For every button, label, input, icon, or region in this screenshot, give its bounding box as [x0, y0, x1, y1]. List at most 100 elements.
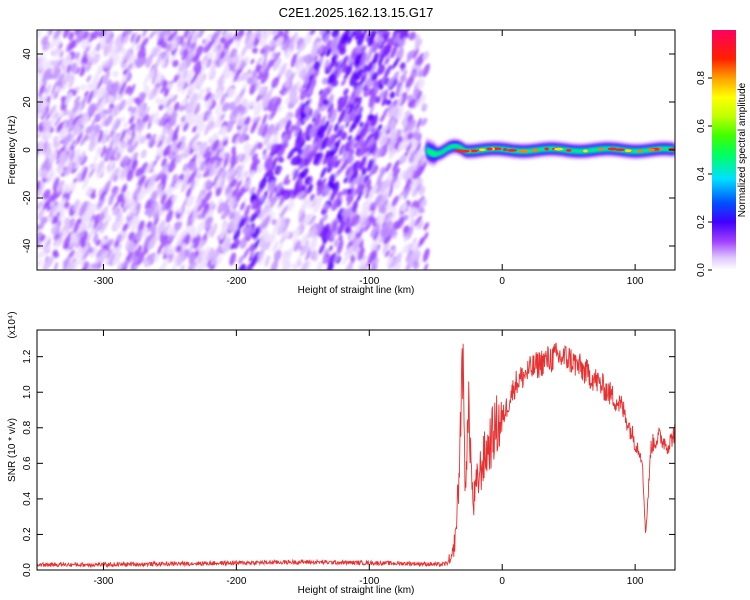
- noise-blob: [215, 89, 222, 99]
- noise-blob: [135, 251, 145, 266]
- noise-blob: [373, 80, 379, 89]
- noise-blob: [311, 144, 318, 157]
- noise-blob: [333, 239, 339, 247]
- noise-blob: [243, 248, 250, 259]
- noise-blob: [52, 177, 60, 191]
- noise-blob: [161, 165, 168, 173]
- noise-blob: [419, 199, 428, 209]
- noise-blob: [124, 197, 132, 208]
- noise-blob: [322, 185, 329, 194]
- noise-blob: [357, 127, 364, 143]
- noise-blob: [302, 144, 311, 154]
- noise-blob: [392, 159, 400, 172]
- noise-blob: [130, 158, 138, 173]
- noise-blob: [80, 261, 89, 270]
- noise-blob: [250, 255, 258, 267]
- noise-blob: [311, 141, 318, 150]
- noise-blob: [246, 102, 251, 111]
- noise-blob: [269, 39, 276, 47]
- noise-blob: [110, 44, 118, 56]
- bottom-y-axis: 0.0 0.2 0.4 0.6 0.8 1.0 1.2: [22, 349, 675, 577]
- noise-blob: [423, 222, 430, 231]
- band-peak: [544, 147, 549, 151]
- noise-blob: [382, 44, 391, 57]
- noise-blob: [367, 113, 374, 121]
- noise-blob: [37, 180, 41, 193]
- noise-blob: [383, 188, 389, 195]
- noise-blob: [91, 81, 99, 91]
- noise-blob: [87, 90, 94, 105]
- noise-blob: [82, 46, 90, 57]
- noise-blob: [225, 120, 234, 133]
- noise-blob: [91, 30, 100, 40]
- noise-blob: [368, 92, 377, 108]
- noise-blob: [389, 175, 397, 188]
- noise-blob: [144, 198, 152, 210]
- noise-blob: [322, 223, 330, 237]
- noise-blob: [401, 202, 408, 212]
- noise-blob: [270, 259, 279, 270]
- noise-blob: [379, 133, 389, 146]
- noise-blob: [177, 229, 187, 243]
- noise-blob: [162, 226, 169, 236]
- noise-blob: [309, 124, 317, 138]
- noise-blob: [84, 62, 90, 69]
- noise-blob: [308, 74, 314, 81]
- noise-blob: [219, 36, 227, 44]
- noise-blob: [133, 256, 140, 263]
- noise-blob: [330, 226, 339, 239]
- noise-blob: [346, 188, 352, 195]
- noise-blob: [396, 95, 403, 109]
- band-peak: [531, 148, 540, 152]
- noise-blob: [180, 115, 186, 123]
- noise-blob: [86, 74, 92, 83]
- noise-blob: [285, 179, 291, 186]
- band-peak: [565, 149, 572, 152]
- noise-blob: [44, 59, 53, 70]
- noise-blob: [180, 142, 186, 151]
- noise-blob: [85, 188, 91, 197]
- noise-blob: [204, 98, 213, 110]
- noise-blob: [299, 213, 306, 223]
- noise-blob: [382, 31, 391, 45]
- noise-blob: [191, 207, 198, 223]
- noise-blob: [275, 36, 284, 47]
- noise-blob: [130, 32, 136, 43]
- noise-blob: [63, 30, 71, 39]
- noise-blob: [182, 163, 189, 172]
- noise-blob: [282, 141, 289, 149]
- top-y-axis: -40 -20 0 20 40: [22, 48, 675, 253]
- noise-blob: [114, 240, 120, 248]
- noise-blob: [206, 224, 215, 238]
- noise-blob: [51, 188, 58, 202]
- noise-blob: [417, 207, 425, 214]
- noise-blob: [313, 60, 321, 71]
- noise-blob: [218, 150, 226, 159]
- noise-blob: [260, 209, 268, 225]
- noise-blob: [281, 133, 289, 144]
- noise-blob: [394, 252, 402, 267]
- noise-blob: [390, 209, 397, 223]
- noise-blob: [170, 140, 177, 152]
- noise-blob: [39, 223, 44, 230]
- noise-blob: [81, 212, 93, 227]
- snr-frame: [36, 329, 676, 571]
- noise-blob: [232, 133, 240, 144]
- noise-blob: [377, 145, 384, 158]
- noise-blob: [95, 249, 103, 258]
- noise-blob: [210, 251, 219, 266]
- noise-blob: [381, 98, 388, 107]
- noise-blob: [363, 87, 371, 98]
- noise-blob: [119, 116, 126, 123]
- noise-blob: [41, 69, 49, 83]
- noise-blob: [223, 152, 231, 159]
- noise-blob: [64, 92, 73, 105]
- noise-blob: [143, 72, 151, 86]
- noise-blob: [198, 30, 204, 38]
- noise-blob: [244, 148, 252, 164]
- noise-blob: [74, 52, 80, 60]
- noise-blob: [121, 61, 128, 70]
- noise-blob: [187, 170, 197, 185]
- noise-blob: [203, 202, 210, 210]
- noise-blob: [276, 222, 287, 236]
